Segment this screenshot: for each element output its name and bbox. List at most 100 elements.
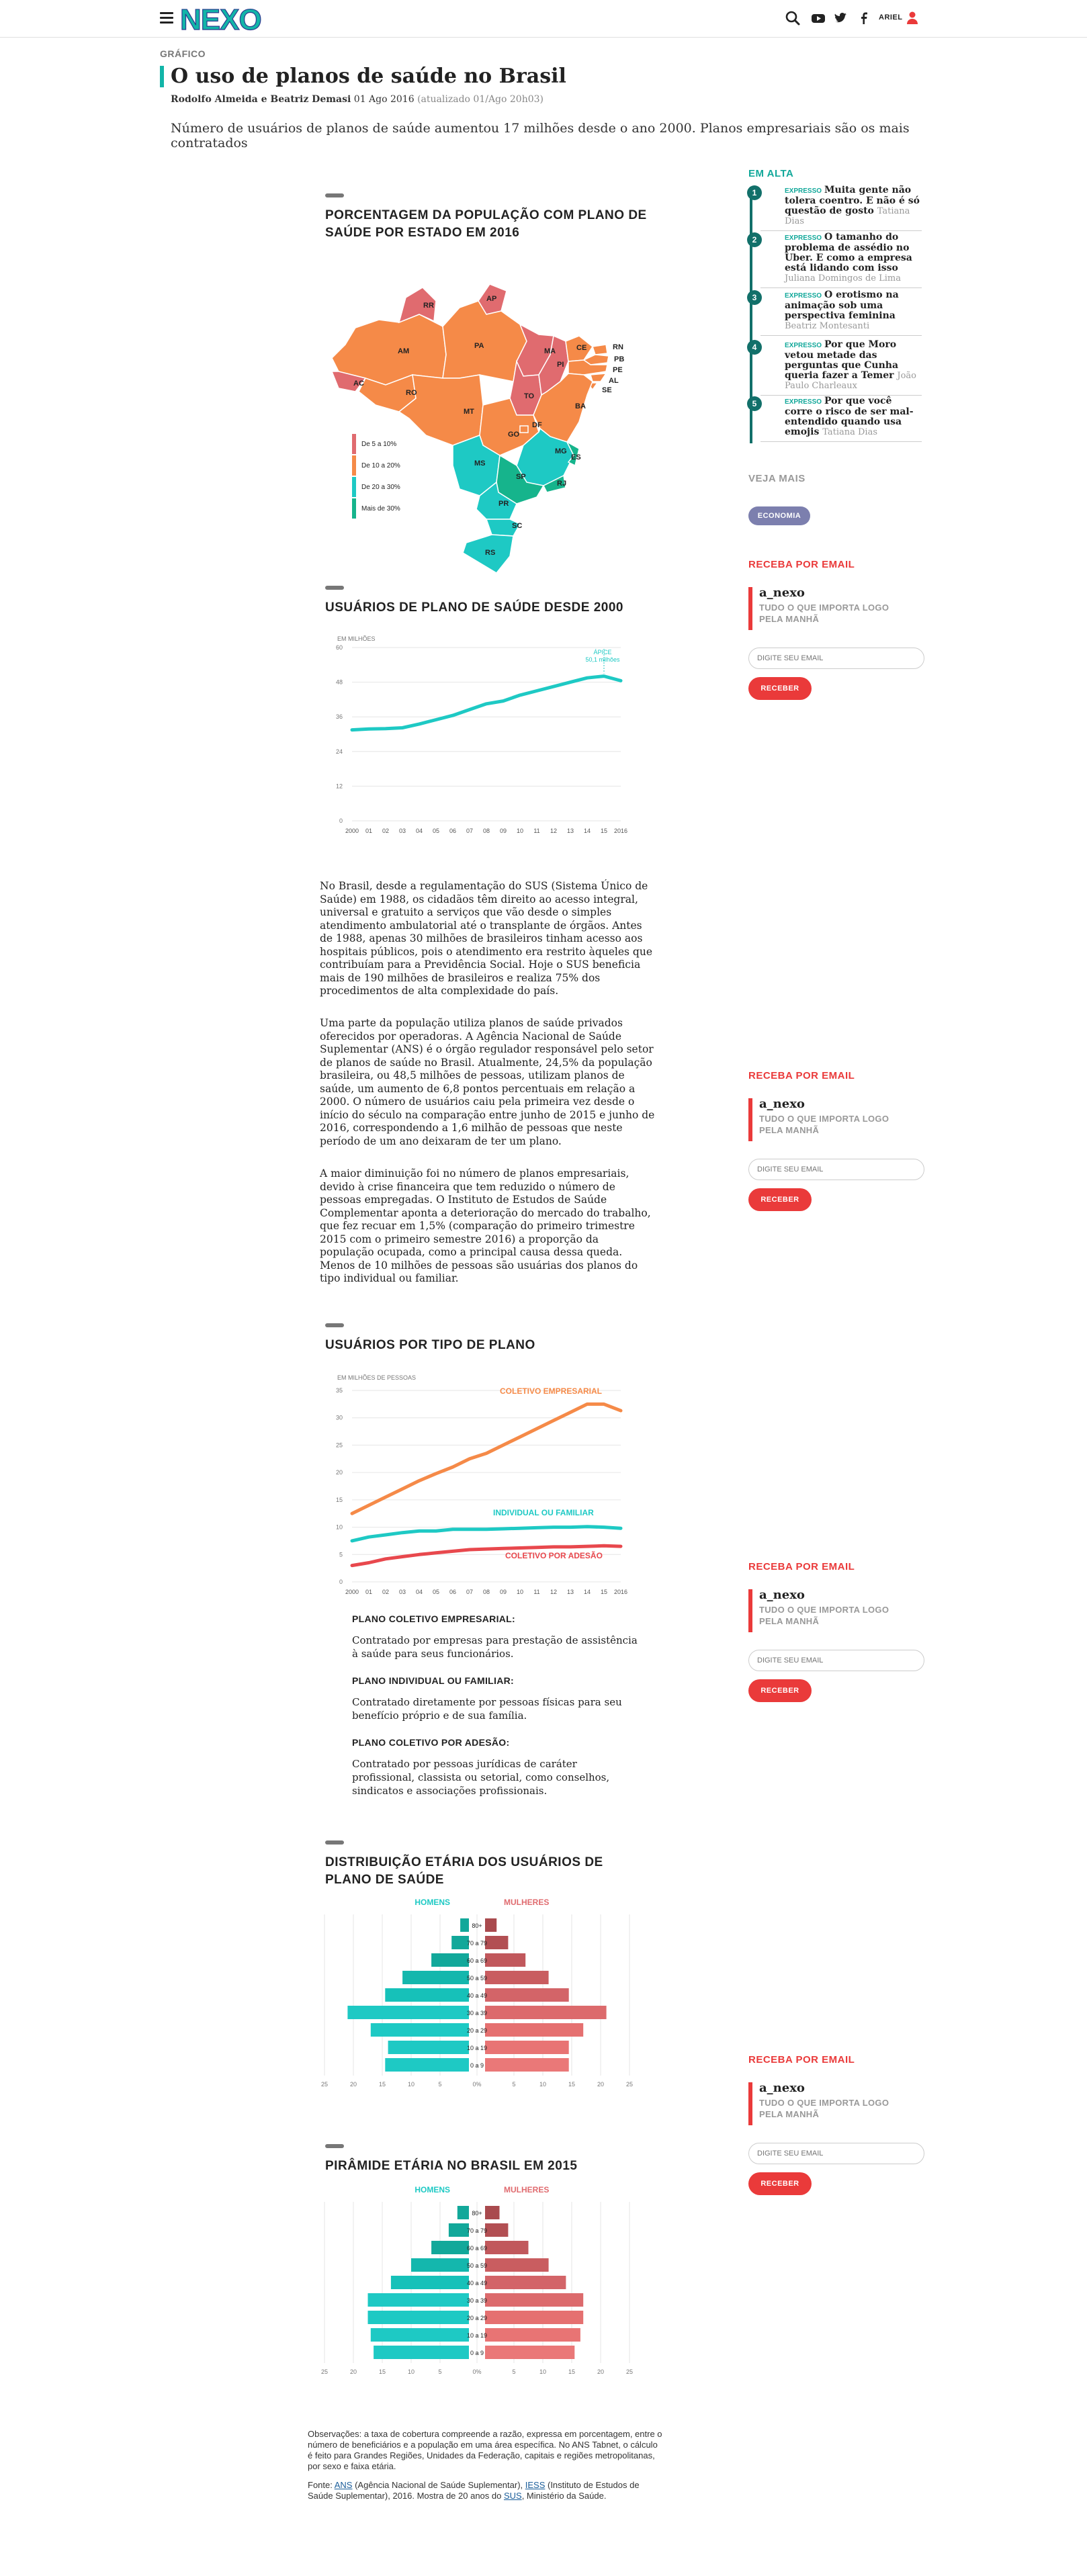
byline-authors[interactable]: Rodolfo Almeida e Beatriz Demasi [171, 94, 351, 105]
email-input[interactable] [748, 648, 924, 669]
newsletter-title: RECEBA POR EMAIL [748, 2054, 855, 2066]
tag-economia[interactable]: ECONOMIA [748, 506, 810, 525]
series-line [350, 1525, 623, 1543]
x-tick-label: 15 [379, 2081, 386, 2088]
age-label: 20 a 29 [467, 2315, 487, 2321]
newsletter-desc: TUDO O QUE IMPORTA LOGO PELA MANHÃ [759, 603, 889, 624]
label-RR: RR [423, 302, 434, 310]
user-name[interactable]: ARIEL [879, 13, 903, 21]
subscribe-button[interactable]: RECEBER [748, 677, 812, 700]
em-alta-item-text[interactable]: EXPRESSO O erotismo na animação sob uma p… [785, 290, 922, 332]
em-alta-item[interactable]: 2 EXPRESSO O tamanho do problema de assédi… [747, 232, 922, 288]
section-marker [325, 1840, 344, 1845]
label-MS: MS [474, 459, 486, 468]
link-ans[interactable]: ANS [334, 2480, 353, 2490]
bar-women [485, 2241, 529, 2254]
bar-women [485, 2006, 607, 2019]
item-title[interactable]: Muita gente não tolera coentro. E não é … [785, 185, 920, 216]
bar-women [485, 2346, 575, 2359]
email-input[interactable] [748, 1159, 924, 1180]
y-tick-label: 0 [339, 1579, 343, 1585]
subscribe-button[interactable]: RECEBER [748, 1679, 812, 1702]
rank-badge: 2 [747, 232, 762, 247]
section-marker [325, 1323, 344, 1327]
menu-icon[interactable] [160, 12, 173, 24]
x-tick-label: 05 [433, 1589, 439, 1595]
body-paragraph-1: No Brasil, desde a regulamentação do SUS… [320, 880, 652, 997]
y-tick-label: 35 [336, 1387, 343, 1394]
y-tick-label: 15 [336, 1497, 343, 1503]
x-tick-label: 04 [416, 828, 423, 834]
label-RJ: RJ [557, 480, 566, 488]
bar-men [374, 2346, 469, 2359]
x-tick-label: 5 [438, 2368, 441, 2375]
youtube-icon[interactable] [810, 9, 826, 27]
search-icon[interactable] [785, 9, 801, 27]
label-RO: RO [406, 389, 417, 397]
em-alta-item[interactable]: 5 EXPRESSO Por que você corre o risco de s… [747, 396, 922, 442]
subscribe-button[interactable]: RECEBER [748, 1188, 812, 1211]
age-label: 70 a 79 [467, 2227, 487, 2234]
em-alta-item-text[interactable]: EXPRESSO Por que Moro vetou metade das pe… [785, 339, 922, 392]
link-sus[interactable]: SUS [503, 2491, 522, 2501]
chart1-line: EM MILHÕES 0 12 24 36 48 60 2000 01 02 03 04 05 06 07 0… [336, 635, 627, 834]
bar-women [485, 2058, 569, 2072]
item-title[interactable]: O erotismo na animação sob uma perspecti… [785, 290, 899, 321]
definition-term: PLANO COLETIVO EMPRESARIAL: [352, 1613, 515, 1624]
rank-badge: 3 [747, 290, 762, 305]
map-title: PORCENTAGEM DA POPULAÇÃO COM PLANO DE SA… [325, 208, 647, 240]
chart-unit-label: EM MILHÕES [337, 635, 376, 642]
age-label: 10 a 19 [467, 2045, 487, 2051]
definition-term: PLANO INDIVIDUAL OU FAMILIAR: [352, 1675, 514, 1686]
bar-men [460, 1918, 469, 1932]
label-PB: PB [614, 355, 624, 363]
fonte-ans-desc: (Agência Nacional de Saúde Suplementar), [352, 2480, 525, 2490]
item-tag: EXPRESSO [785, 187, 822, 195]
section-marker [325, 586, 344, 590]
em-alta-item[interactable]: 1 EXPRESSO Muita gente não tolera coentro.… [747, 185, 922, 231]
item-title[interactable]: O tamanho do problema de assédio no Uber… [785, 232, 912, 273]
label-SE: SE [602, 386, 612, 394]
x-tick-label: 03 [399, 828, 406, 834]
age-label: 60 a 69 [467, 1957, 487, 1964]
label-MA: MA [544, 347, 556, 355]
link-iess[interactable]: IESS [525, 2480, 546, 2490]
x-tick-label: 5 [512, 2368, 515, 2375]
x-tick-label: 02 [382, 1589, 389, 1595]
facebook-icon[interactable] [856, 9, 872, 27]
bar-men [457, 2206, 469, 2219]
x-tick-label: 20 [597, 2368, 604, 2375]
state-AL [590, 373, 607, 382]
label-ES: ES [571, 453, 581, 461]
nexo-logo[interactable]: NEXO [180, 3, 288, 35]
x-tick-label: 03 [399, 1589, 406, 1595]
age-label: 50 a 59 [467, 2262, 487, 2269]
em-alta-item[interactable]: 3 EXPRESSO O erotismo na animação sob uma … [747, 290, 922, 336]
item-tag: EXPRESSO [785, 292, 822, 300]
user-icon[interactable] [904, 9, 920, 27]
bar-women [485, 1988, 569, 2002]
bar-men [411, 2258, 469, 2272]
twitter-icon[interactable] [833, 9, 849, 27]
item-title[interactable]: Por que Moro vetou metade das perguntas … [785, 339, 899, 381]
y-tick-label: 12 [336, 783, 343, 789]
em-alta-item-text[interactable]: EXPRESSO O tamanho do problema de assédio… [785, 232, 922, 284]
em-alta-item-text[interactable]: EXPRESSO Por que você corre o risco de se… [785, 396, 922, 438]
label-PA: PA [474, 342, 484, 350]
email-input[interactable] [748, 2143, 924, 2164]
bar-women [485, 2206, 500, 2219]
subscribe-button[interactable]: RECEBER [748, 2172, 812, 2195]
item-title[interactable]: Por que você corre o risco de ser mal-en… [785, 396, 914, 437]
state-PA [442, 300, 527, 382]
x-tick-label: 15 [601, 828, 607, 834]
em-alta-item-text[interactable]: EXPRESSO Muita gente não tolera coentro. … [785, 185, 922, 227]
email-input[interactable] [748, 1650, 924, 1671]
body-paragraph-2: Uma parte da população utiliza planos de… [320, 1017, 655, 1147]
x-tick-label: 0% [472, 2368, 481, 2375]
series-label: COLETIVO EMPRESARIAL [500, 1386, 602, 1396]
em-alta-item[interactable]: 4 EXPRESSO Por que Moro vetou metade das p… [747, 339, 922, 396]
left-label: HOMENS [415, 2185, 450, 2194]
age-label: 10 a 19 [467, 2332, 487, 2339]
brazil-map: RR AP AM PA MA CE RN PB PE AL SE AC RO T… [331, 283, 624, 574]
x-tick-label: 13 [567, 1589, 574, 1595]
